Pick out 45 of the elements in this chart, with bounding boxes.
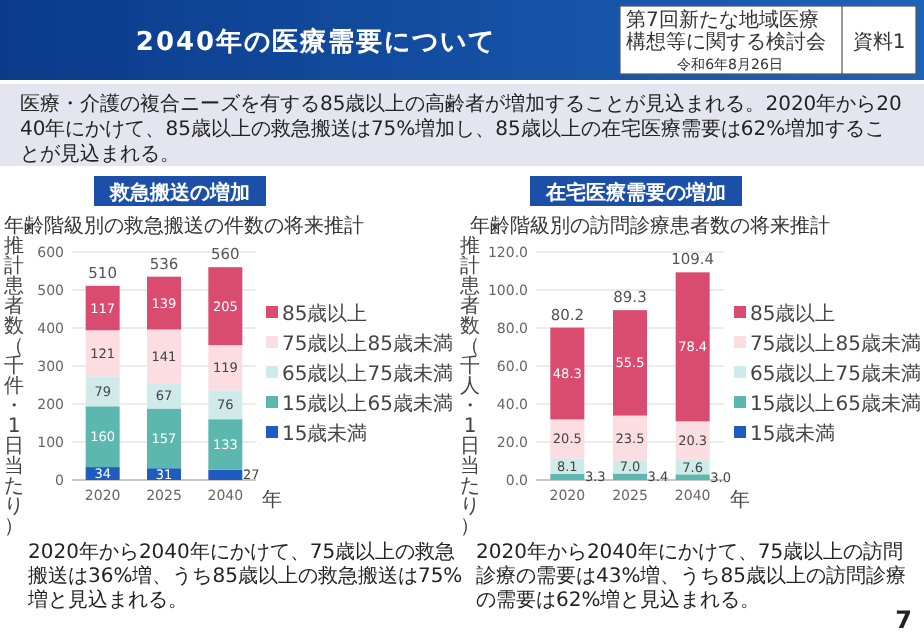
bar bbox=[85, 406, 120, 468]
text: 第7回新たな地域医療構想等に関する検討会 bbox=[626, 8, 826, 54]
bar bbox=[613, 473, 647, 480]
text: 推計患者数（千人・1日当たり） bbox=[460, 236, 480, 538]
bar bbox=[147, 329, 181, 384]
bar bbox=[675, 272, 710, 422]
text: 2020年から2040年にかけて、75歳以上の訪問診療の需要は43%増、うち85歳以上の訪問診療の需要は62%増と見込まれる。 bbox=[476, 540, 906, 612]
text: 資料1 bbox=[852, 30, 906, 54]
text: 2040年の医療需要について bbox=[135, 26, 497, 58]
legend-label: 75歳以上85歳未満 bbox=[282, 332, 453, 356]
bar bbox=[208, 345, 243, 391]
legend-label: 15歳未満 bbox=[750, 422, 836, 446]
bar bbox=[550, 473, 585, 480]
bar bbox=[85, 330, 120, 377]
bar bbox=[147, 383, 181, 409]
legend-label: 75歳以上85歳未満 bbox=[750, 332, 921, 356]
bar bbox=[208, 267, 243, 346]
chart-title: 在宅医療需要の増加 bbox=[544, 181, 726, 205]
legend-label: 15歳以上65歳未満 bbox=[282, 392, 453, 416]
legend-label: 15歳以上65歳未満 bbox=[750, 392, 921, 416]
x-axis-title: 年 bbox=[730, 488, 750, 512]
bar bbox=[147, 276, 181, 330]
legend-label: 15歳未満 bbox=[282, 422, 368, 446]
text: 2020年から2040年にかけて、75歳以上の救急搬送は36%増、うち85歳以上の救急搬送は75%増と見込まれる。 bbox=[26, 540, 463, 612]
bar bbox=[208, 469, 243, 480]
legend-label: 65歳以上75歳未満 bbox=[282, 362, 453, 386]
bar bbox=[675, 421, 710, 460]
legend-label: 85歳以上 bbox=[282, 302, 368, 326]
text: 推計患者数（千件・1日当たり） bbox=[4, 236, 24, 538]
text: 医療・介護の複合ニーズを有する85歳以上の高齢者が増加することが見込まれる。2020年から2040年にかけて、85歳以上の救急搬送は75%増加し、85歳以上の在宅医療需要は62%増加することが見込まれる。 bbox=[20, 92, 902, 166]
bar bbox=[147, 408, 181, 469]
text: 7 bbox=[895, 606, 912, 634]
bar bbox=[550, 327, 585, 420]
bar bbox=[85, 376, 120, 407]
x-axis-title: 年 bbox=[262, 488, 282, 512]
legend-label: 85歳以上 bbox=[750, 302, 836, 326]
bar bbox=[208, 419, 243, 470]
bar bbox=[675, 474, 710, 480]
chart-subtitle: 年齢階級別の救急搬送の件数の将来推計 bbox=[4, 214, 364, 238]
bar bbox=[85, 285, 120, 331]
chart-title: 救急搬送の増加 bbox=[108, 181, 250, 205]
bar bbox=[208, 390, 243, 420]
legend-label: 65歳以上75歳未満 bbox=[750, 362, 921, 386]
bar bbox=[613, 310, 647, 416]
chart-subtitle: 年齢階級別の訪問診療患者数の将来推計 bbox=[470, 214, 830, 238]
